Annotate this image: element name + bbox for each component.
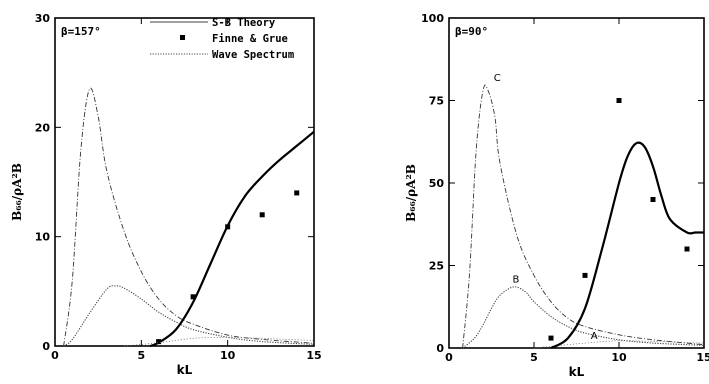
series-line [63, 285, 315, 347]
y-tick-label: 50 [429, 177, 445, 190]
legend-entry: Finne & Grue [212, 33, 288, 45]
data-point [616, 98, 622, 103]
y-tick-label: 75 [429, 95, 444, 108]
series-line [550, 141, 704, 349]
x-tick-label: 0 [445, 351, 453, 364]
data-point [582, 272, 588, 278]
series-line [462, 286, 705, 349]
legend-swatch-marker [180, 35, 185, 40]
curve-label: C [494, 73, 501, 84]
data-point [156, 339, 162, 345]
y-tick-label: 0 [42, 340, 50, 353]
series-line [63, 87, 315, 347]
x-tick-label: 15 [696, 351, 709, 364]
series-line [533, 340, 705, 349]
y-tick-label: 25 [429, 260, 444, 273]
x-axis-label: kL [177, 363, 193, 377]
data-point [294, 190, 300, 196]
plot-frame [54, 17, 315, 347]
curve-label: B [513, 274, 520, 285]
plot-frame [448, 17, 705, 349]
legend-entry: Wave Spectrum [212, 49, 294, 61]
y-tick-label: 20 [35, 121, 51, 134]
x-tick-label: 0 [51, 349, 59, 362]
x-tick-label: 5 [530, 351, 538, 364]
data-point [225, 224, 231, 230]
data-point [684, 246, 690, 252]
y-axis-label: B₆₆/ρA²B [404, 164, 418, 222]
data-point [650, 197, 656, 202]
angle-annotation: β=90° [455, 25, 488, 38]
data-point [190, 294, 196, 300]
series-line [462, 84, 705, 349]
x-tick-label: 5 [138, 349, 146, 362]
data-point [259, 212, 265, 218]
legend-entry: S-B Theory [212, 17, 276, 29]
angle-annotation: β=157° [61, 25, 101, 38]
legend: S-B Theory Finne & Grue Wave Spectrum [150, 17, 294, 61]
y-tick-label: 100 [421, 12, 444, 25]
x-tick-label: 15 [306, 349, 321, 362]
y-tick-label: 10 [35, 231, 51, 244]
x-tick-label: 10 [220, 349, 236, 362]
y-tick-label: 0 [436, 342, 444, 355]
chart-1: 0 5 10 15 0 10 20 30 kL B₆₆/ρA²B β=157° S-B Theory F… [10, 12, 322, 377]
x-tick-label: 10 [611, 351, 627, 364]
curve-label: A [591, 331, 598, 342]
series-line [149, 130, 315, 348]
x-axis-label: kL [569, 365, 585, 379]
data-point [548, 335, 554, 341]
y-axis-label: B₆₆/ρA²B [10, 163, 24, 221]
chart-2: 0 5 10 15 0 25 50 75 100 kL B₆₆/ρA²B β=90° C B A [404, 12, 709, 379]
y-tick-label: 30 [35, 12, 51, 25]
